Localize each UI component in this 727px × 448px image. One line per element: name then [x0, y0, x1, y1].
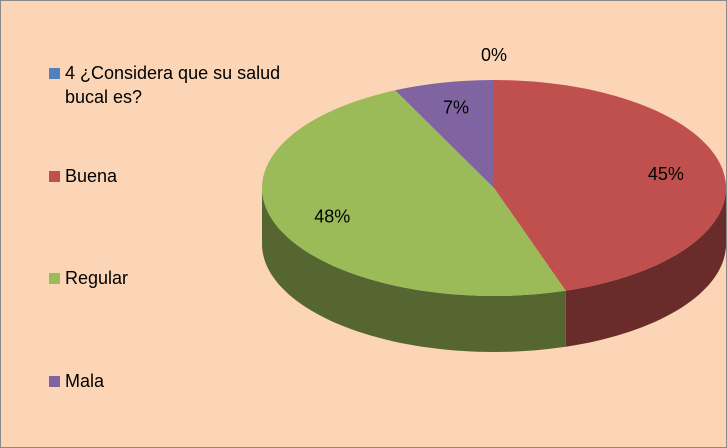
legend-item: 4 ¿Considera que su salud bucal es? [49, 61, 319, 109]
data-label: 0% [481, 45, 507, 65]
legend-label: Buena [65, 166, 118, 186]
data-label: 7% [443, 98, 469, 118]
legend-swatch [49, 273, 60, 284]
data-label: 45% [648, 164, 684, 184]
legend-label: Mala [65, 371, 105, 391]
slice-side-shade [262, 188, 566, 352]
legend-swatch [49, 68, 60, 79]
legend-item: Mala [49, 369, 319, 393]
slice-side [262, 188, 566, 352]
slice [494, 80, 726, 291]
slice-side-shade [565, 188, 726, 347]
legend-swatch [49, 376, 60, 387]
slice [262, 90, 566, 296]
legend-item: Buena [49, 164, 319, 188]
data-label: 48% [314, 207, 350, 227]
legend-item: Regular [49, 266, 319, 290]
slice [395, 80, 494, 188]
legend-label: Regular [65, 268, 129, 288]
legend-swatch [49, 171, 60, 182]
slice-side [565, 188, 726, 347]
legend-label: 4 ¿Considera que su salud bucal es? [65, 63, 281, 107]
